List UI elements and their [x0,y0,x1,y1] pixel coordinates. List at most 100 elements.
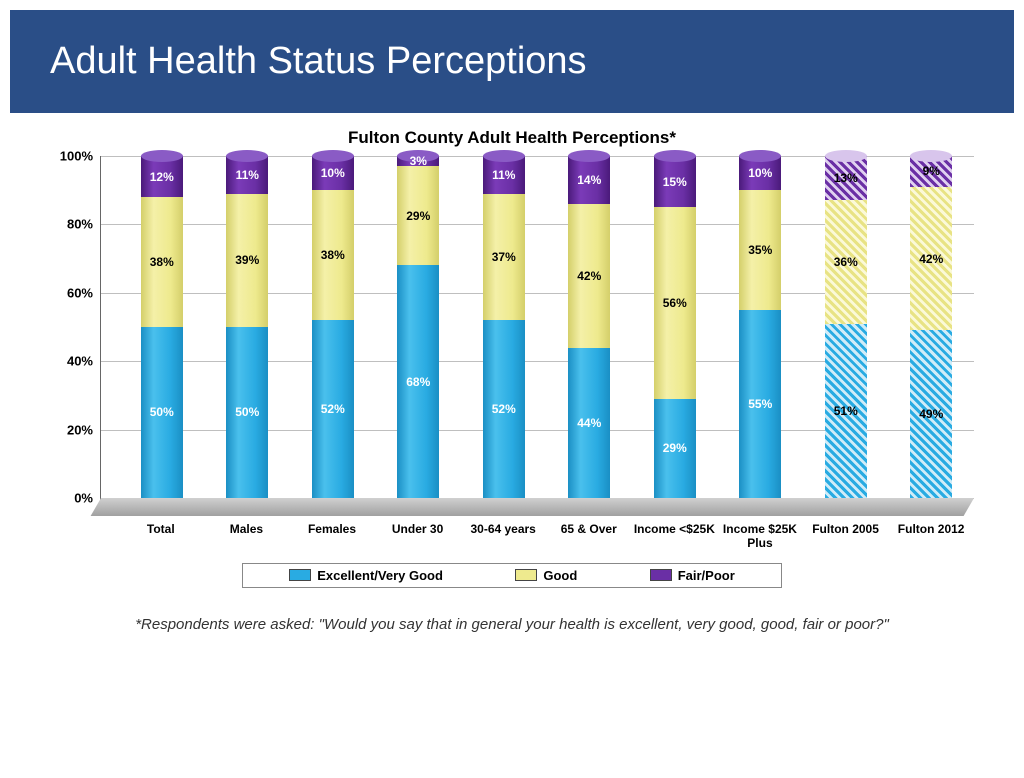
chart-title: Fulton County Adult Health Perceptions* [40,128,984,148]
value-label: 12% [150,170,174,184]
bar-cylinder: 10% 35% 55% [739,156,781,498]
value-label: 44% [577,416,601,430]
value-label: 50% [235,405,259,419]
value-label: 35% [748,243,772,257]
bar-segment-good: 36% [825,200,867,323]
legend-swatch-fair [650,569,672,581]
value-label: 56% [663,296,687,310]
bar-column: 10%38%52% [290,156,376,498]
bar-cylinder: 15% 56% 29% [654,156,696,498]
bar-segment-excellent: 50% [141,327,183,498]
value-label: 51% [834,404,858,418]
bar-column: 14% 42% 44% [547,156,633,498]
legend: Excellent/Very Good Good Fair/Poor [242,563,782,588]
x-axis-label: Fulton 2005 [803,522,889,551]
slide-title: Adult Health Status Perceptions [50,40,587,82]
bar-segment-excellent: 68% [397,265,439,498]
value-label: 13% [834,171,858,185]
legend-item-fair: Fair/Poor [650,568,735,583]
bar-segment-fair: 11% [226,156,268,194]
y-axis-label: 0% [51,491,93,506]
bar-column: 11% 37% 52% [461,156,547,498]
footnote: *Respondents were asked: "Would you say … [0,598,1024,633]
bar-segment-excellent: 50% [226,327,268,498]
bars-row: 12%38%50%11%39%50%10%38%52%3%29%68%11%37… [119,156,974,498]
cylinder-top-cap [141,150,183,162]
bar-segment-fair: 9% [910,156,952,187]
legend-swatch-excellent [289,569,311,581]
value-label: 42% [919,252,943,266]
value-label: 36% [834,255,858,269]
value-label: 55% [748,397,772,411]
x-axis-label: Income <$25K [632,522,718,551]
legend-label-fair: Fair/Poor [678,568,735,583]
x-axis-label: Females [289,522,375,551]
value-label: 29% [663,441,687,455]
bar-segment-good: 38% [141,197,183,327]
value-label: 10% [748,166,772,180]
value-label: 38% [321,248,345,262]
y-axis-label: 20% [51,422,93,437]
bar-column: 10% 35% 55% [718,156,804,498]
slide-title-bar: Adult Health Status Perceptions [10,10,1014,113]
bar-segment-good: 42% [910,187,952,331]
bar-cylinder: 14% 42% 44% [568,156,610,498]
chart-area: Fulton County Adult Health Perceptions* … [0,113,1024,598]
value-label: 37% [492,250,516,264]
bar-column: 11% 39% 50% [205,156,291,498]
cylinder-top-cap [568,150,610,162]
bar-cylinder: 11% 37% 52% [483,156,525,498]
cylinder-top-cap [483,150,525,162]
bar-segment-fair: 12% [141,156,183,197]
cylinder-top-cap [226,150,268,162]
bar-segment-fair: 10% [312,156,354,190]
bar-column: 15% 56% 29% [632,156,718,498]
bar-segment-good: 29% [397,166,439,265]
legend-item-excellent: Excellent/Very Good [289,568,443,583]
bar-segment-fair: 13% [825,156,867,200]
cylinder-top-cap [654,150,696,162]
x-axis-labels: TotalMalesFemalesUnder 3030-64 years65 &… [40,522,984,551]
cylinder-top-cap [312,150,354,162]
y-axis-label: 100% [51,149,93,164]
y-axis-label: 60% [51,285,93,300]
x-axis-label: Males [204,522,290,551]
bar-segment-good: 38% [312,190,354,320]
value-label: 29% [406,209,430,223]
bar-segment-good: 37% [483,194,525,321]
bar-segment-excellent: 51% [825,324,867,498]
bar-segment-good: 56% [654,207,696,399]
bar-segment-good: 35% [739,190,781,310]
value-label: 14% [577,173,601,187]
chart-container: 0%20%40%60%80%100% 12%38%50%11%39%50%10%… [40,156,984,516]
cylinder-top-cap [739,150,781,162]
bar-segment-excellent: 49% [910,330,952,498]
bar-segment-good: 42% [568,204,610,348]
bar-column: 3% 29% 68% [376,156,462,498]
bar-column: 9% 42% 49% [889,156,975,498]
value-label: 9% [923,164,940,178]
x-axis-label: 30-64 years [460,522,546,551]
bar-segment-excellent: 52% [483,320,525,498]
value-label: 10% [321,166,345,180]
value-label: 42% [577,269,601,283]
x-axis-label: 65 & Over [546,522,632,551]
legend-item-good: Good [515,568,577,583]
plot-floor [91,498,974,516]
bar-segment-fair: 15% [654,156,696,207]
bar-cylinder: 10%38%52% [312,156,354,498]
bar-cylinder: 3% 29% 68% [397,156,439,498]
x-axis-label: Total [118,522,204,551]
bar-segment-fair: 3% [397,156,439,166]
bar-cylinder: 12% 38%50% [141,156,183,498]
cylinder-top-cap [825,150,867,162]
bar-cylinder: 9% 42% 49% [910,156,952,498]
bar-cylinder: 11% 39% 50% [226,156,268,498]
value-label: 3% [410,154,427,168]
bar-segment-fair: 11% [483,156,525,194]
value-label: 11% [236,168,259,182]
value-label: 11% [492,168,515,182]
bar-segment-excellent: 55% [739,310,781,498]
cylinder-top-cap [910,150,952,162]
bar-segment-good: 39% [226,194,268,327]
